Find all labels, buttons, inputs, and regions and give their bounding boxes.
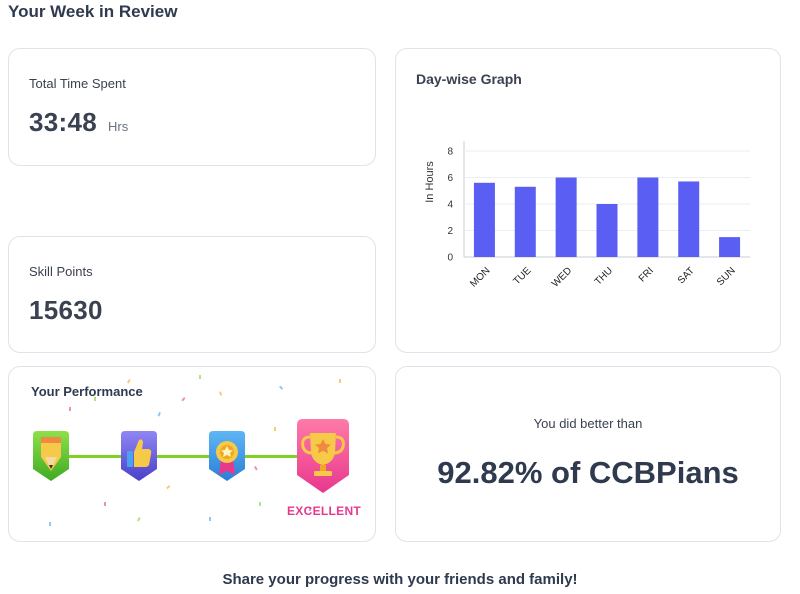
- x-tick-label: MON: [468, 265, 492, 289]
- performance-title: Your Performance: [31, 384, 143, 399]
- skill-points-card: Skill Points 15630: [8, 236, 376, 353]
- performance-card: Your Performance: [8, 366, 376, 542]
- pencil-badge-icon: [33, 431, 69, 481]
- day-wise-graph-card: Day-wise Graph 0 2 4 6 8 In Hours MON TUE WED THU…: [395, 48, 781, 353]
- y-tick-label: 0: [447, 253, 453, 264]
- x-tick-label: WED: [550, 265, 574, 289]
- bar-sun: [719, 237, 741, 257]
- x-tick-label: THU: [593, 265, 615, 287]
- y-tick-label: 6: [447, 173, 453, 184]
- page-title: Your Week in Review: [8, 2, 178, 21]
- bar-wed: [555, 177, 577, 257]
- y-tick-label: 4: [447, 200, 453, 211]
- comparison-card: You did better than 92.82% of CCBPians: [395, 366, 781, 542]
- medal-badge-icon: [209, 431, 245, 481]
- thumbs-up-badge-icon: [121, 431, 157, 481]
- confetti-decoration: [49, 375, 341, 526]
- comparison-percent: 92.82%: [437, 455, 543, 490]
- bar-thu: [596, 204, 618, 257]
- x-tick-label: TUE: [511, 265, 533, 287]
- x-tick-label: SUN: [715, 265, 738, 288]
- comparison-value: 92.82% of CCBPians: [396, 455, 780, 491]
- total-time-value: 33:48: [29, 107, 97, 137]
- share-progress-text: Share your progress with your friends an…: [222, 571, 578, 588]
- total-time-label: Total Time Spent: [29, 76, 126, 91]
- graph-title: Day-wise Graph: [416, 71, 522, 87]
- y-tick-label: 8: [447, 147, 453, 158]
- bar-fri: [637, 177, 659, 257]
- x-tick-label: SAT: [676, 265, 697, 286]
- bar-tue: [514, 186, 536, 257]
- comparison-suffix: of CCBPians: [542, 455, 739, 490]
- comparison-label: You did better than: [533, 416, 643, 431]
- total-time-unit: Hrs: [108, 119, 129, 134]
- y-tick-label: 2: [447, 226, 453, 237]
- performance-level: EXCELLENT: [287, 504, 362, 518]
- trophy-badge-icon: [297, 419, 349, 493]
- day-wise-chart: 0 2 4 6 8 In Hours MON TUE WED THU FRI SAT SUN: [424, 141, 750, 290]
- skill-points-value: 15630: [29, 295, 103, 325]
- bar-sat: [678, 181, 700, 257]
- total-time-card: Total Time Spent 33:48 Hrs: [8, 48, 376, 166]
- skill-points-label: Skill Points: [29, 264, 93, 279]
- bar-mon: [473, 182, 495, 257]
- x-tick-label: FRI: [637, 265, 656, 284]
- performance-progress-line: [49, 455, 309, 458]
- y-axis-label: In Hours: [424, 161, 436, 203]
